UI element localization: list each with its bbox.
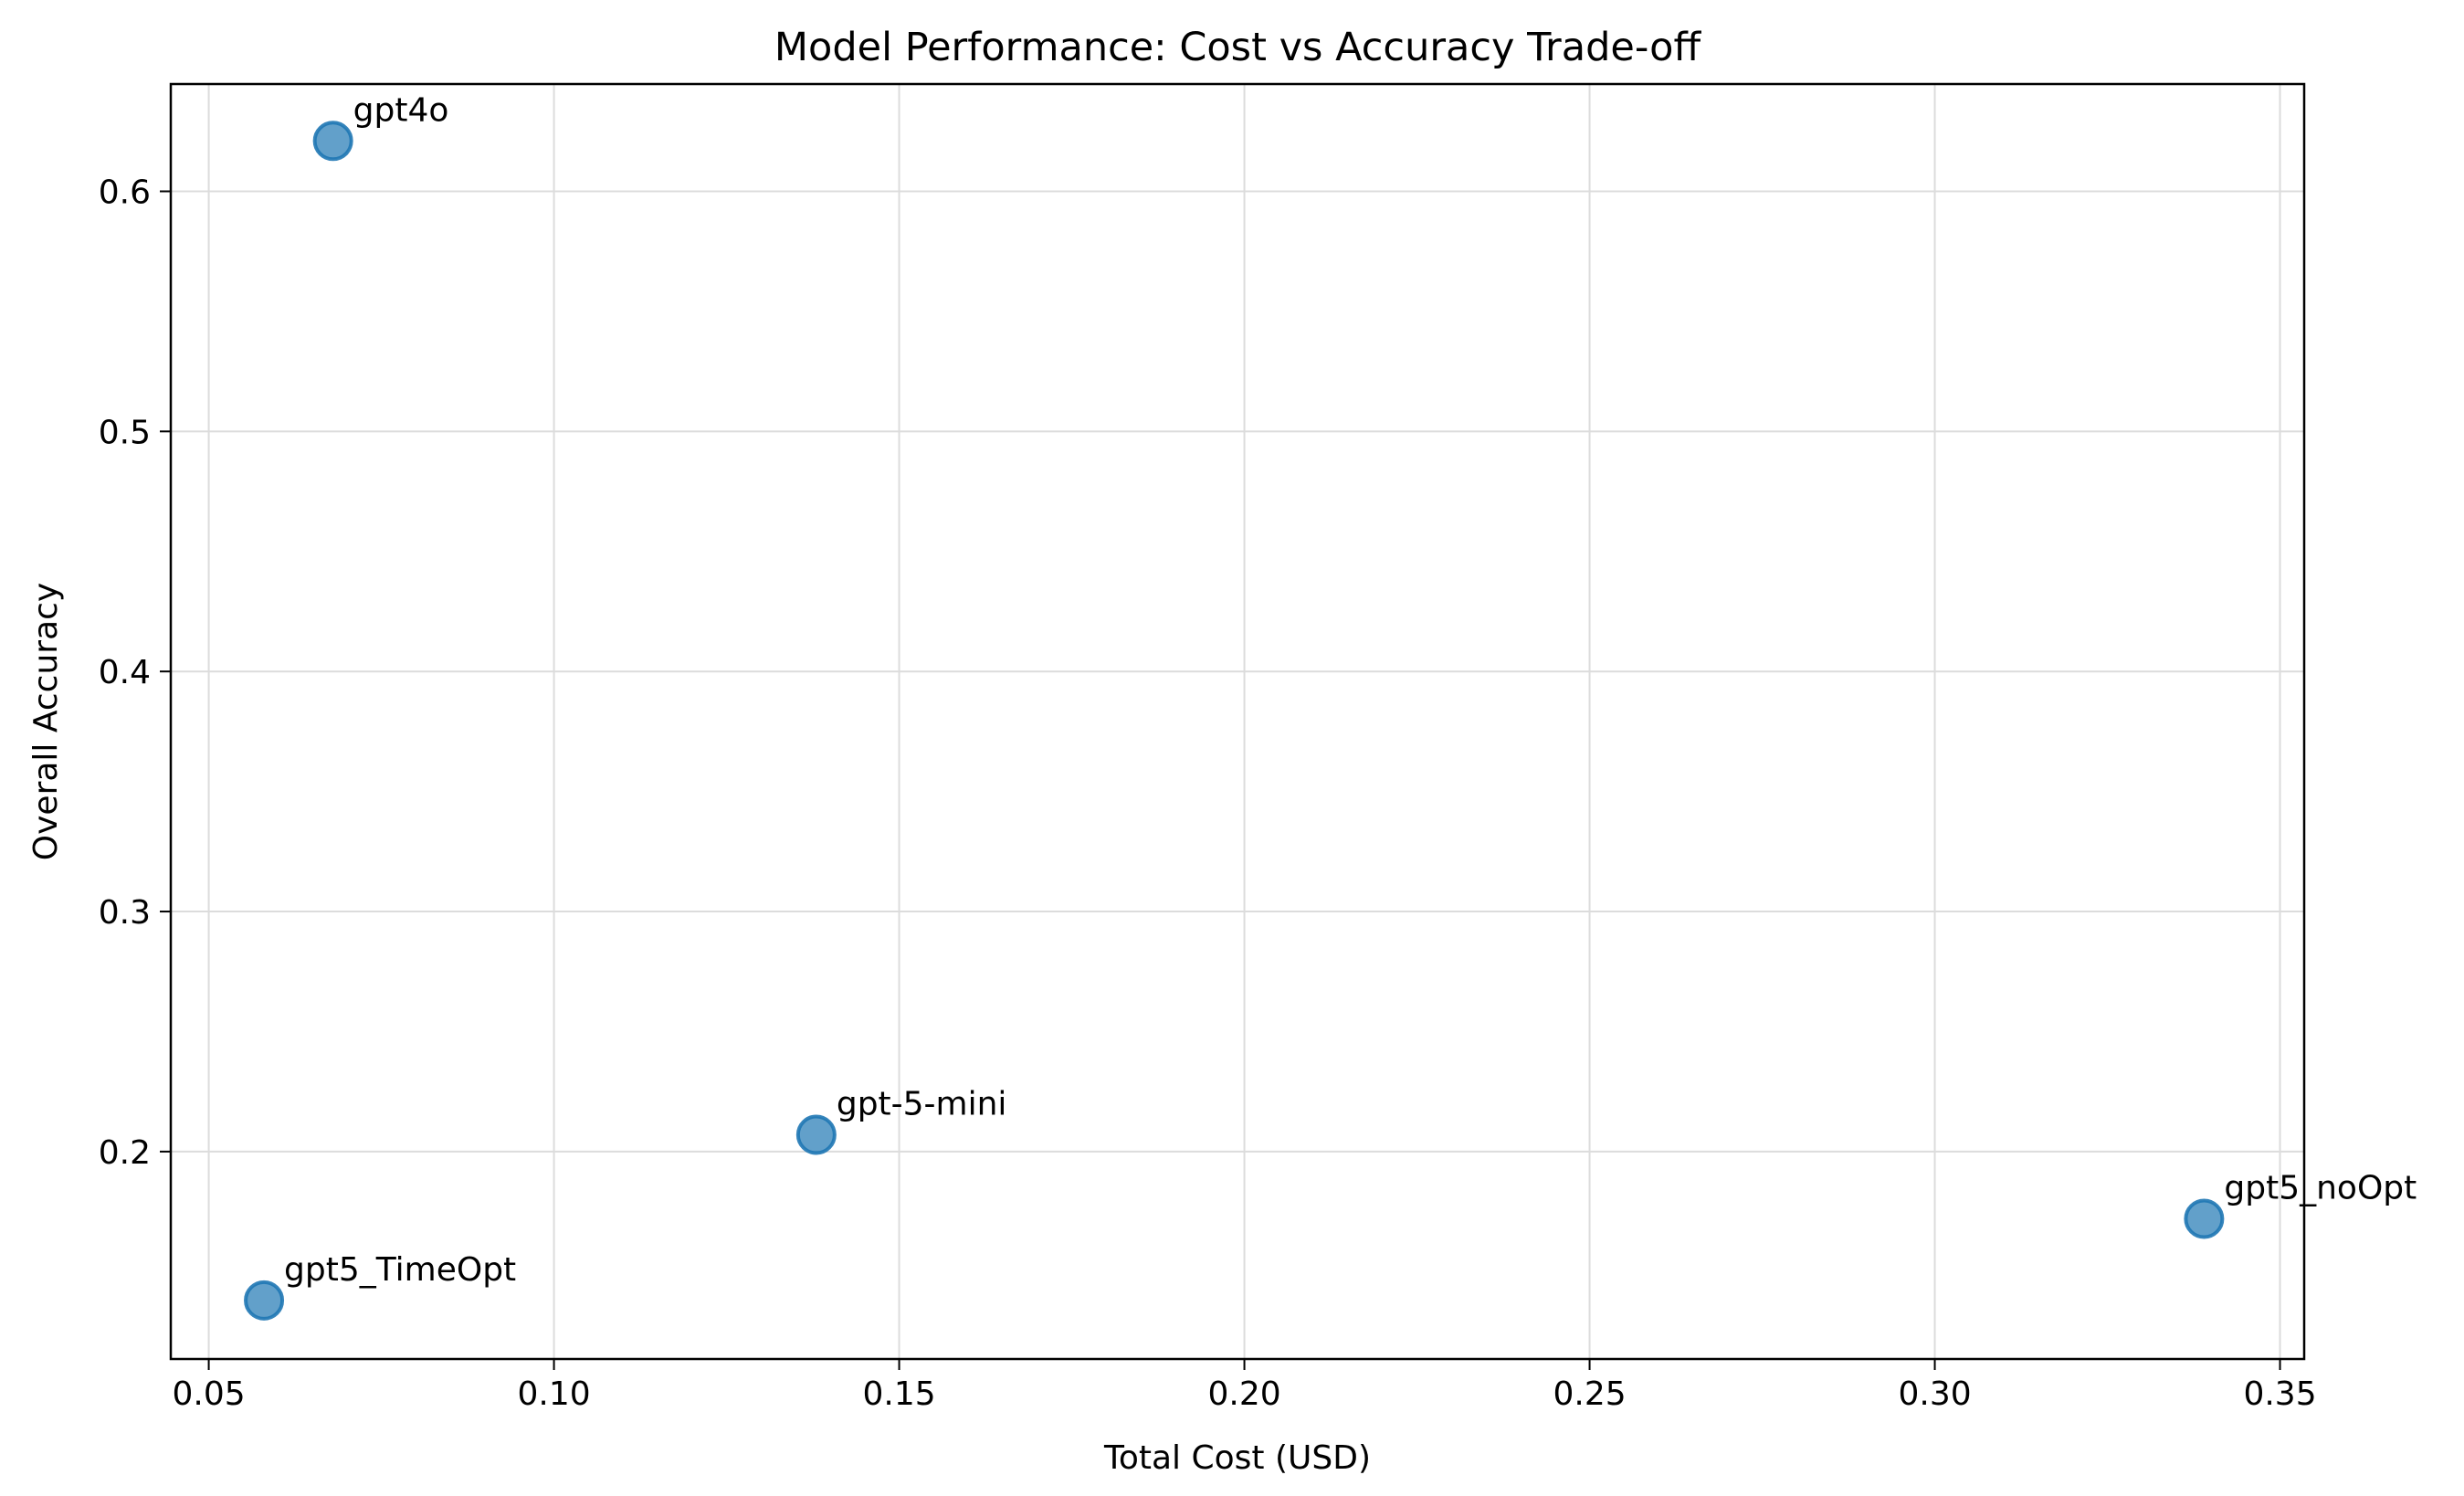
data-points bbox=[244, 121, 2225, 1321]
point-label: gpt4o bbox=[353, 91, 449, 129]
y-axis-label: Overall Accuracy bbox=[27, 583, 65, 860]
chart-title: Model Performance: Cost vs Accuracy Trad… bbox=[774, 25, 1702, 70]
data-point bbox=[2184, 1198, 2225, 1239]
x-tick-label: 0.25 bbox=[1553, 1375, 1626, 1413]
y-tick-label: 0.2 bbox=[99, 1134, 151, 1172]
y-tick-label: 0.6 bbox=[99, 174, 151, 211]
point-labels: gpt4o gpt-5-mini gpt5_noOpt gpt5_TimeOpt bbox=[284, 91, 2417, 1289]
data-point bbox=[795, 1114, 837, 1155]
x-axis-label: Total Cost (USD) bbox=[1103, 1439, 1371, 1477]
point-label: gpt-5-mini bbox=[837, 1085, 1007, 1122]
data-point bbox=[244, 1280, 285, 1321]
x-tick-label: 0.05 bbox=[173, 1375, 246, 1413]
x-tick-label: 0.20 bbox=[1207, 1375, 1280, 1413]
x-tick-label: 0.10 bbox=[517, 1375, 590, 1413]
x-tick-label: 0.35 bbox=[2243, 1375, 2316, 1413]
grid-lines bbox=[171, 84, 2304, 1359]
x-tick-label: 0.30 bbox=[1898, 1375, 1971, 1413]
y-tick-label: 0.3 bbox=[99, 894, 151, 932]
y-tick-label: 0.5 bbox=[99, 414, 151, 451]
point-label: gpt5_noOpt bbox=[2224, 1169, 2417, 1206]
point-label: gpt5_TimeOpt bbox=[284, 1251, 516, 1289]
y-tick-label: 0.4 bbox=[99, 654, 151, 691]
x-tick-label: 0.15 bbox=[862, 1375, 935, 1413]
data-point bbox=[312, 121, 353, 162]
plot-frame bbox=[169, 82, 2306, 1361]
axis-ticks: 0.05 0.10 0.15 0.20 0.25 0.30 0.35 0.2 0.3 0.4 0.5… bbox=[99, 174, 2317, 1413]
